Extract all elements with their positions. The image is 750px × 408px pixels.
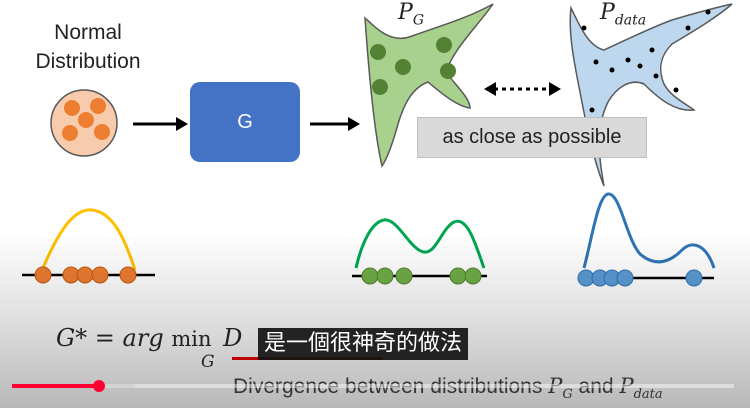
dotted-double-arrow: [484, 82, 561, 96]
pg-label-sub: G: [412, 12, 424, 29]
generated-curve-plot: [352, 218, 487, 285]
arrow-to-generator: [133, 117, 188, 131]
caption-p1-main: P: [548, 374, 563, 398]
video-progress-played[interactable]: [12, 384, 99, 388]
formula-min-sub: G: [201, 352, 215, 372]
pdata-label: Pdata: [600, 0, 646, 28]
caption-p2: Pdata: [619, 374, 662, 402]
pdata-shape: [569, 3, 733, 187]
video-progress-track[interactable]: [12, 384, 734, 388]
generator-label: G: [237, 110, 253, 133]
pg-shape: [364, 3, 494, 168]
data-curve-plot: [577, 192, 716, 287]
close-as-possible-box: as close as possible: [417, 117, 647, 158]
normal-circle: [50, 89, 118, 157]
normal-label-line2: Distribution: [35, 50, 141, 73]
pdata-label-sub: data: [614, 12, 647, 29]
pdata-label-main: P: [600, 0, 615, 25]
formula-lhs: G* = arg: [56, 324, 172, 352]
formula: G* = arg min G D: [56, 324, 243, 372]
caption-p2-sub: data: [633, 387, 663, 403]
caption-text: Divergence between distributions: [233, 375, 549, 398]
normal-curve-plot: [22, 208, 155, 284]
close-as-possible-text: as close as possible: [442, 126, 622, 148]
caption-p1-sub: G: [562, 387, 573, 403]
formula-min: min: [171, 327, 212, 351]
video-subtitle: 是一個很神奇的做法: [258, 328, 469, 360]
caption-and: and: [572, 375, 620, 398]
pg-label-main: P: [398, 0, 413, 25]
formula-div: D: [223, 324, 243, 352]
generator-box: G: [190, 82, 300, 162]
pg-label: PG: [398, 0, 424, 28]
caption-p2-main: P: [619, 374, 634, 398]
caption-p1: PG: [548, 374, 573, 402]
video-progress-scrubber[interactable]: [92, 380, 105, 392]
normal-label-line1: Normal: [54, 21, 122, 44]
normal-distribution-label: Normal Distribution: [18, 18, 158, 76]
divergence-caption: Divergence between distributions PG and …: [233, 374, 663, 402]
arrow-to-pg: [310, 117, 360, 131]
